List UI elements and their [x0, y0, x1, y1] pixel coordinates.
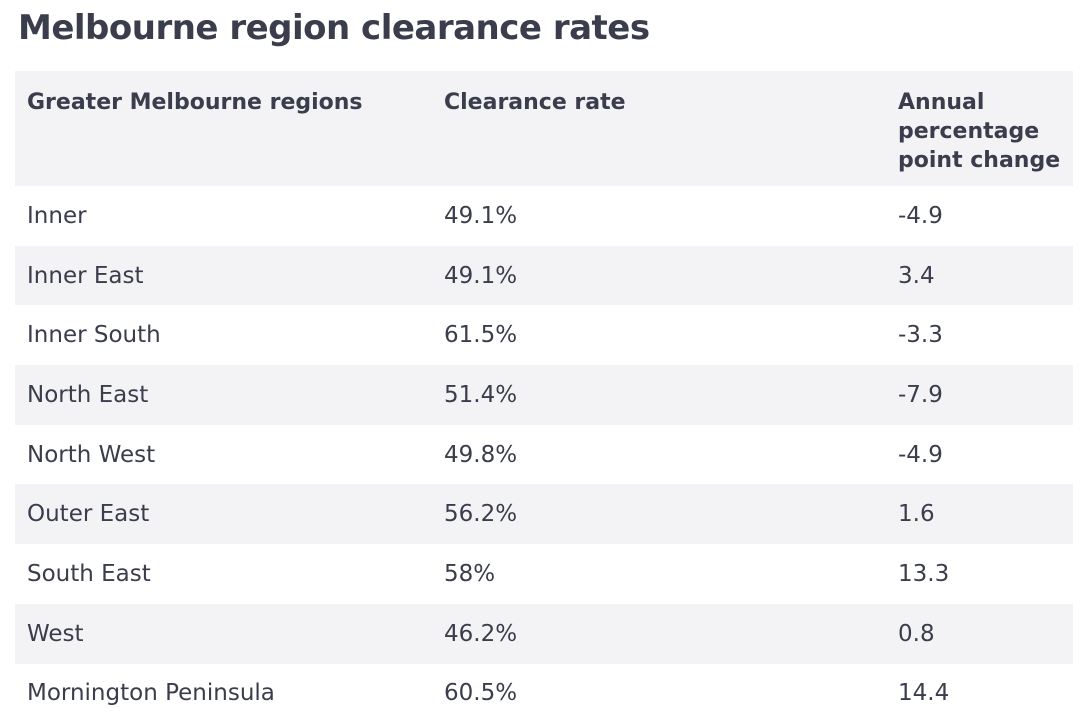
- annual-change-cell: -3.3: [898, 322, 943, 349]
- header-row: Greater Melbourne regions Clearance rate…: [15, 71, 1073, 186]
- table-row: Inner South 61.5% -3.3: [15, 305, 1073, 365]
- annual-change-cell: -4.9: [898, 202, 943, 229]
- clearance-rate-cell: 49.1%: [444, 202, 518, 229]
- table-row: Mornington Peninsula 60.5% 14.4: [15, 664, 1073, 724]
- region-cell: West: [15, 603, 432, 664]
- clearance-rates-table: Greater Melbourne regions Clearance rate…: [15, 71, 1073, 723]
- annual-change-cell: -7.9: [886, 365, 1073, 425]
- table-row: West 46.2% 0.8: [15, 603, 1073, 664]
- table-row: Inner East 49.1% 3.4: [15, 245, 1073, 306]
- clearance-rate-cell: 46.2%: [432, 603, 886, 664]
- clearance-rate-cell: 49.1%: [432, 245, 886, 306]
- clearance-rate-cell: 49.8%: [444, 441, 518, 468]
- table-row: Inner 49.1% -4.9: [15, 186, 1073, 246]
- column-header-annual-change: Annual percentage point change: [886, 71, 1073, 186]
- region-cell: North West: [27, 441, 156, 468]
- page-title: Melbourne region clearance rates: [18, 8, 650, 48]
- column-header-region: Greater Melbourne regions: [15, 71, 432, 186]
- clearance-rate-cell: 61.5%: [444, 322, 518, 349]
- table-header: Greater Melbourne regions Clearance rate…: [15, 71, 1073, 186]
- table-row: South East 58% 13.3: [15, 544, 1073, 604]
- annual-change-cell: 1.6: [886, 484, 1073, 545]
- table-row: North West 49.8% -4.9: [15, 425, 1073, 485]
- clearance-rate-cell: 58%: [444, 560, 496, 587]
- annual-change-cell: 0.8: [886, 603, 1073, 664]
- clearance-rate-cell: 60.5%: [444, 680, 518, 707]
- region-cell: North East: [15, 365, 432, 425]
- annual-change-cell: -4.9: [898, 441, 943, 468]
- region-cell: Mornington Peninsula: [27, 680, 275, 707]
- table-row: North East 51.4% -7.9: [15, 365, 1073, 425]
- region-cell: Outer East: [15, 484, 432, 545]
- clearance-rate-cell: 56.2%: [432, 484, 886, 545]
- clearance-rates-table-container: Greater Melbourne regions Clearance rate…: [15, 71, 1073, 723]
- region-cell: South East: [27, 560, 151, 587]
- annual-change-cell: 3.4: [886, 245, 1073, 306]
- column-header-clearance-rate: Clearance rate: [432, 71, 886, 186]
- annual-change-cell: 14.4: [898, 680, 950, 707]
- region-cell: Inner South: [27, 322, 161, 349]
- region-cell: Inner: [27, 202, 87, 229]
- table-body: Inner 49.1% -4.9 Inner East 49.1% 3.4 In…: [15, 186, 1073, 723]
- annual-change-cell: 13.3: [898, 560, 950, 587]
- table-row: Outer East 56.2% 1.6: [15, 484, 1073, 545]
- clearance-rate-cell: 51.4%: [432, 365, 886, 425]
- region-cell: Inner East: [15, 245, 432, 306]
